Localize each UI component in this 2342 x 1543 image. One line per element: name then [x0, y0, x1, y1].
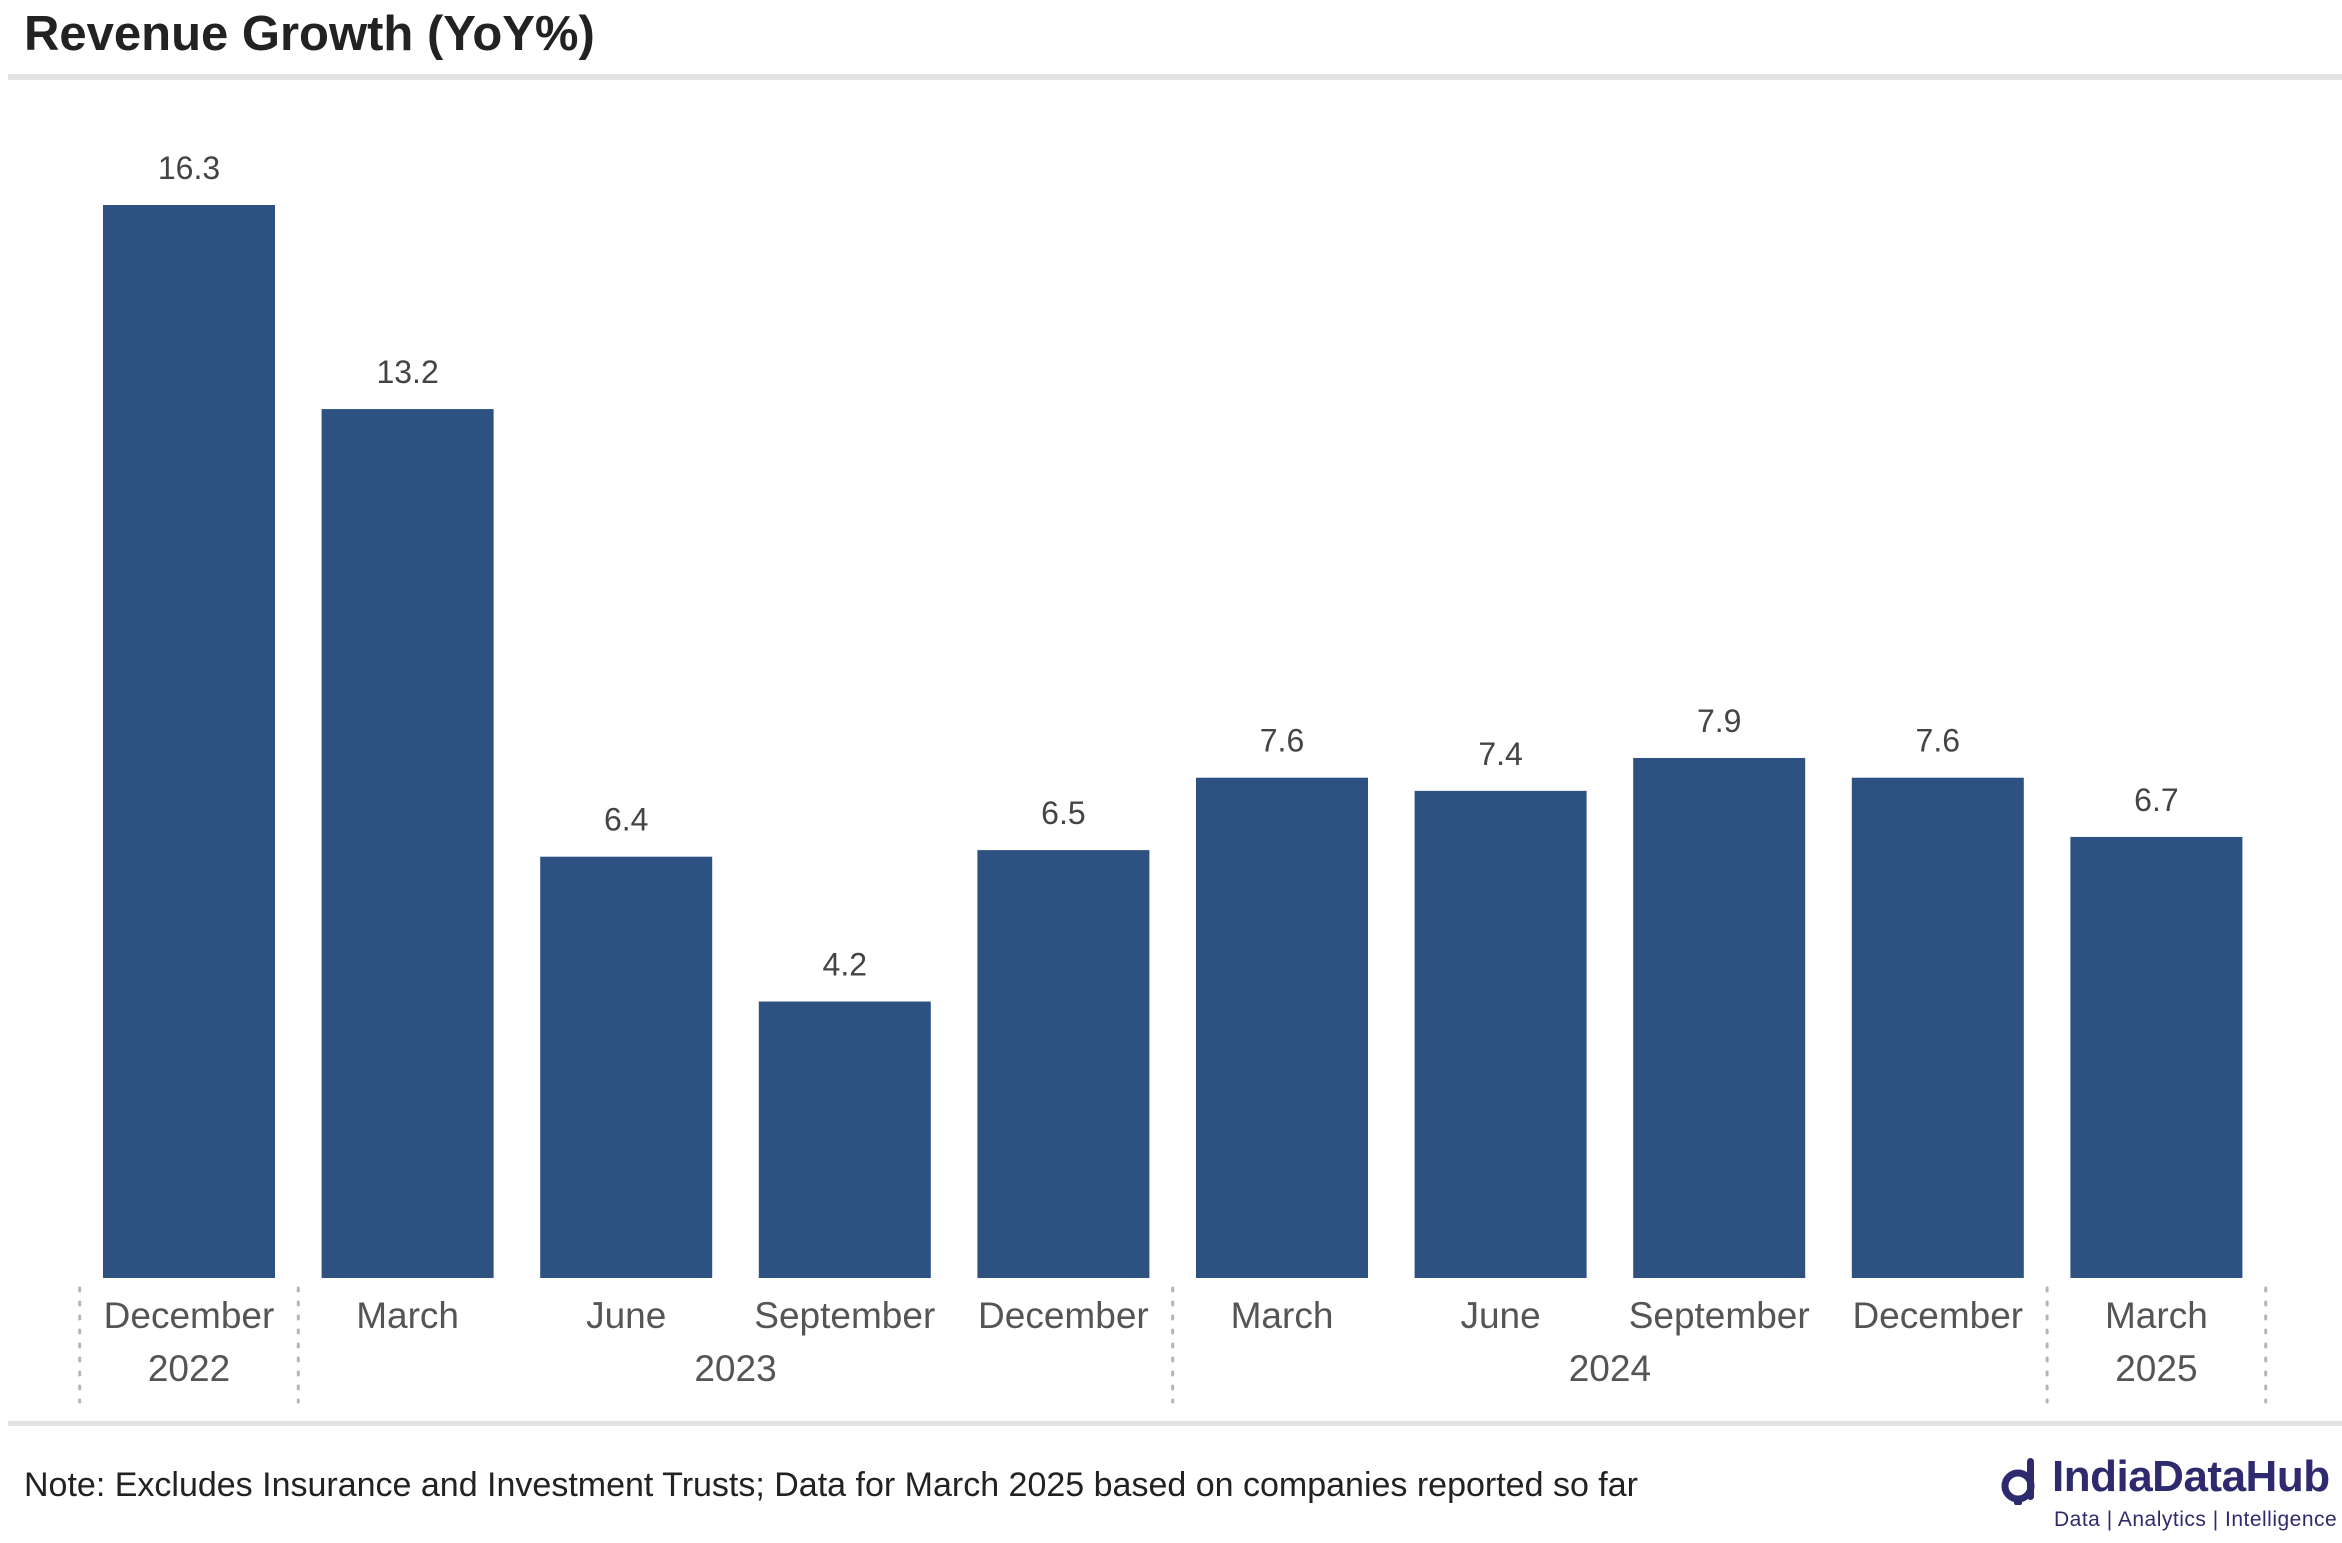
x-tick-label-8: September: [1629, 1295, 1810, 1336]
year-label-2024: 2024: [1569, 1348, 1651, 1389]
logo-icon: [2001, 1458, 2035, 1505]
data-label-9: 7.6: [1916, 723, 1960, 759]
bar-9: [1851, 777, 2024, 1278]
bar-3: [540, 856, 713, 1278]
data-label-10: 6.7: [2134, 782, 2178, 818]
x-tick-label-2: March: [356, 1295, 459, 1336]
x-tick-label-10: March: [2105, 1295, 2208, 1336]
data-label-2: 13.2: [376, 354, 438, 390]
bottom-divider: [8, 1421, 2342, 1426]
data-label-3: 6.4: [604, 802, 648, 838]
top-divider: [8, 74, 2342, 80]
logo-name: IndiaDataHub: [2052, 1452, 2330, 1501]
bar-2: [321, 409, 494, 1278]
data-label-5: 6.5: [1041, 795, 1085, 831]
year-labels-layer: 2022 2023 2024 2025: [148, 1348, 2198, 1389]
bar-chart: 16.3 13.2 6.4 4.2 6.5 7.6 7.4 7.9 7.6 6.7 Decembe…: [78, 150, 2268, 1404]
category-labels-layer: December March June September December March J…: [104, 1295, 2208, 1336]
footnote: Note: Excludes Insurance and Investment …: [24, 1466, 1638, 1504]
bar-5: [977, 850, 1150, 1278]
x-tick-label-4: September: [754, 1295, 935, 1336]
logo: IndiaDataHub Data | Analytics | Intellig…: [2000, 1450, 2340, 1540]
year-label-2022: 2022: [148, 1348, 230, 1389]
x-tick-label-3: June: [586, 1295, 666, 1336]
bar-6: [1196, 777, 1368, 1278]
year-label-2023: 2023: [694, 1348, 776, 1389]
bar-10: [2070, 836, 2243, 1278]
x-tick-label-6: March: [1231, 1295, 1334, 1336]
x-tick-label-1: December: [104, 1295, 275, 1336]
bar-4: [758, 1001, 931, 1278]
x-tick-label-5: December: [978, 1295, 1149, 1336]
value-labels-layer: 16.3 13.2 6.4 4.2 6.5 7.6 7.4 7.9 7.6 6.7: [158, 150, 2179, 983]
year-label-2025: 2025: [2115, 1348, 2197, 1389]
bar-1: [103, 205, 275, 1278]
bar-8: [1633, 757, 1806, 1278]
data-label-8: 7.9: [1697, 703, 1741, 739]
year-separators-layer: [78, 1286, 2268, 1404]
data-label-4: 4.2: [823, 947, 867, 983]
x-tick-label-7: June: [1460, 1295, 1540, 1336]
bars-layer: [103, 205, 2243, 1278]
bar-7: [1414, 790, 1587, 1278]
data-label-6: 7.6: [1260, 723, 1304, 759]
data-label-1: 16.3: [158, 150, 220, 186]
x-tick-label-9: December: [1852, 1295, 2023, 1336]
data-label-7: 7.4: [1478, 736, 1522, 772]
chart-title: Revenue Growth (YoY%): [24, 7, 595, 61]
logo-tagline: Data | Analytics | Intelligence: [2054, 1508, 2338, 1531]
